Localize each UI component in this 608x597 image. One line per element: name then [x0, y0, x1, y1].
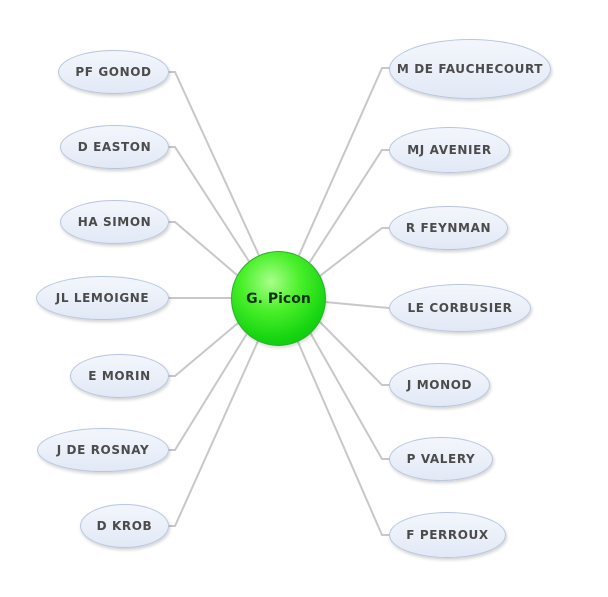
node-d-krob[interactable]: D KROB: [80, 504, 169, 548]
connector-e-morin: [167, 322, 239, 377]
node-mj-avenier[interactable]: MJ AVENIER: [389, 127, 510, 173]
connector-r-feynman: [315, 227, 390, 280]
connector-j-monod: [319, 321, 390, 386]
node-label: D EASTON: [77, 140, 152, 154]
connector-le-corbusier: [324, 301, 390, 309]
node-m-de-fauchecourt[interactable]: M DE FAUCHECOURT: [389, 39, 551, 99]
node-label: JL LEMOIGNE: [55, 291, 150, 305]
node-label: MJ AVENIER: [407, 143, 492, 157]
node-f-perroux[interactable]: F PERROUX: [389, 512, 506, 558]
node-e-morin[interactable]: E MORIN: [70, 354, 169, 398]
node-label: M DE FAUCHECOURT: [396, 62, 544, 76]
node-label: HA SIMON: [77, 215, 152, 229]
node-pf-gonod[interactable]: PF GONOD: [58, 50, 169, 94]
connector-pf-gonod: [167, 71, 263, 263]
node-label: E MORIN: [88, 369, 151, 383]
connector-f-perroux: [297, 341, 390, 536]
node-jl-lemoigne[interactable]: JL LEMOIGNE: [36, 276, 169, 320]
connector-ha-simon: [167, 221, 245, 282]
node-label: P VALERY: [406, 452, 476, 466]
node-j-de-rosnay[interactable]: J DE ROSNAY: [37, 428, 169, 472]
central-topic-label: G. Picon: [246, 290, 311, 307]
node-label: D KROB: [96, 519, 153, 533]
node-d-easton[interactable]: D EASTON: [60, 125, 169, 169]
node-label: PF GONOD: [75, 65, 152, 79]
node-p-valery[interactable]: P VALERY: [389, 437, 493, 481]
connector-p-valery: [310, 333, 390, 460]
connector-mj-avenier: [305, 149, 390, 269]
node-ha-simon[interactable]: HA SIMON: [60, 200, 169, 244]
node-le-corbusier[interactable]: LE CORBUSIER: [389, 284, 531, 332]
node-label: J DE ROSNAY: [56, 443, 150, 457]
node-label: LE CORBUSIER: [407, 301, 513, 315]
connector-m-de-fauchecourt: [295, 67, 390, 263]
central-topic[interactable]: G. Picon: [231, 251, 326, 346]
node-label: J MONOD: [406, 378, 473, 392]
node-r-feynman[interactable]: R FEYNMAN: [389, 206, 508, 250]
node-label: F PERROUX: [406, 528, 489, 542]
connector-d-krob: [167, 340, 259, 527]
node-label: R FEYNMAN: [405, 221, 492, 235]
connector-d-easton: [167, 146, 255, 270]
connector-j-de-rosnay: [167, 334, 247, 451]
node-j-monod[interactable]: J MONOD: [389, 363, 490, 407]
